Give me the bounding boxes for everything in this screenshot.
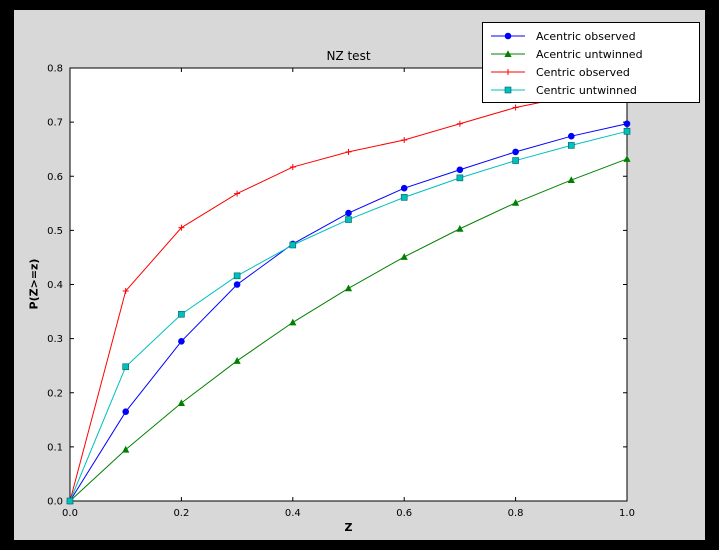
svg-text:0.4: 0.4 [285,508,301,519]
svg-text:0.2: 0.2 [47,388,63,399]
legend-label: Acentric observed [536,29,636,43]
legend-item-centric-observed: Centric observed [489,63,695,81]
svg-text:0.2: 0.2 [173,508,189,519]
legend-item-acentric-observed: Acentric observed [489,27,695,45]
svg-text:0.8: 0.8 [508,508,524,519]
svg-text:0.5: 0.5 [47,226,63,237]
legend-label: Centric observed [536,65,630,79]
legend-line-sample-centric-untwinned [491,86,525,94]
x-axis-label: Z [344,521,353,534]
svg-text:0.6: 0.6 [47,172,63,183]
svg-text:0.7: 0.7 [47,118,63,129]
svg-text:0.6: 0.6 [396,508,412,519]
svg-text:0.1: 0.1 [47,442,63,453]
chart-title: NZ test [326,49,371,63]
legend: Acentric observed Acentric untwinned Cen… [482,22,700,103]
nz-test-plot: 0.0 0.2 0.4 0.6 0.8 1.0 0.0 0.1 0.2 0.3 0.4 0.5 0.6 0… [47,64,635,520]
svg-text:0.3: 0.3 [47,334,63,345]
svg-text:1.0: 1.0 [619,508,635,519]
svg-text:0.0: 0.0 [62,508,78,519]
y-axis-label: P(Z>=z) [27,258,41,310]
figure: 0.0 0.2 0.4 0.6 0.8 1.0 0.0 0.1 0.2 0.3 0.4 0.5 0.6 0… [14,10,705,540]
legend-item-acentric-untwinned: Acentric untwinned [489,45,695,63]
svg-text:0.8: 0.8 [47,64,63,75]
legend-line-sample-acentric-observed [491,32,525,40]
svg-text:0.0: 0.0 [47,497,63,508]
legend-line-sample-centric-observed [491,69,525,75]
legend-line-sample-acentric-untwinned [491,50,525,57]
legend-label: Acentric untwinned [536,47,643,61]
legend-label: Centric untwinned [536,83,637,97]
svg-text:0.4: 0.4 [47,280,63,291]
legend-item-centric-untwinned: Centric untwinned [489,81,695,99]
